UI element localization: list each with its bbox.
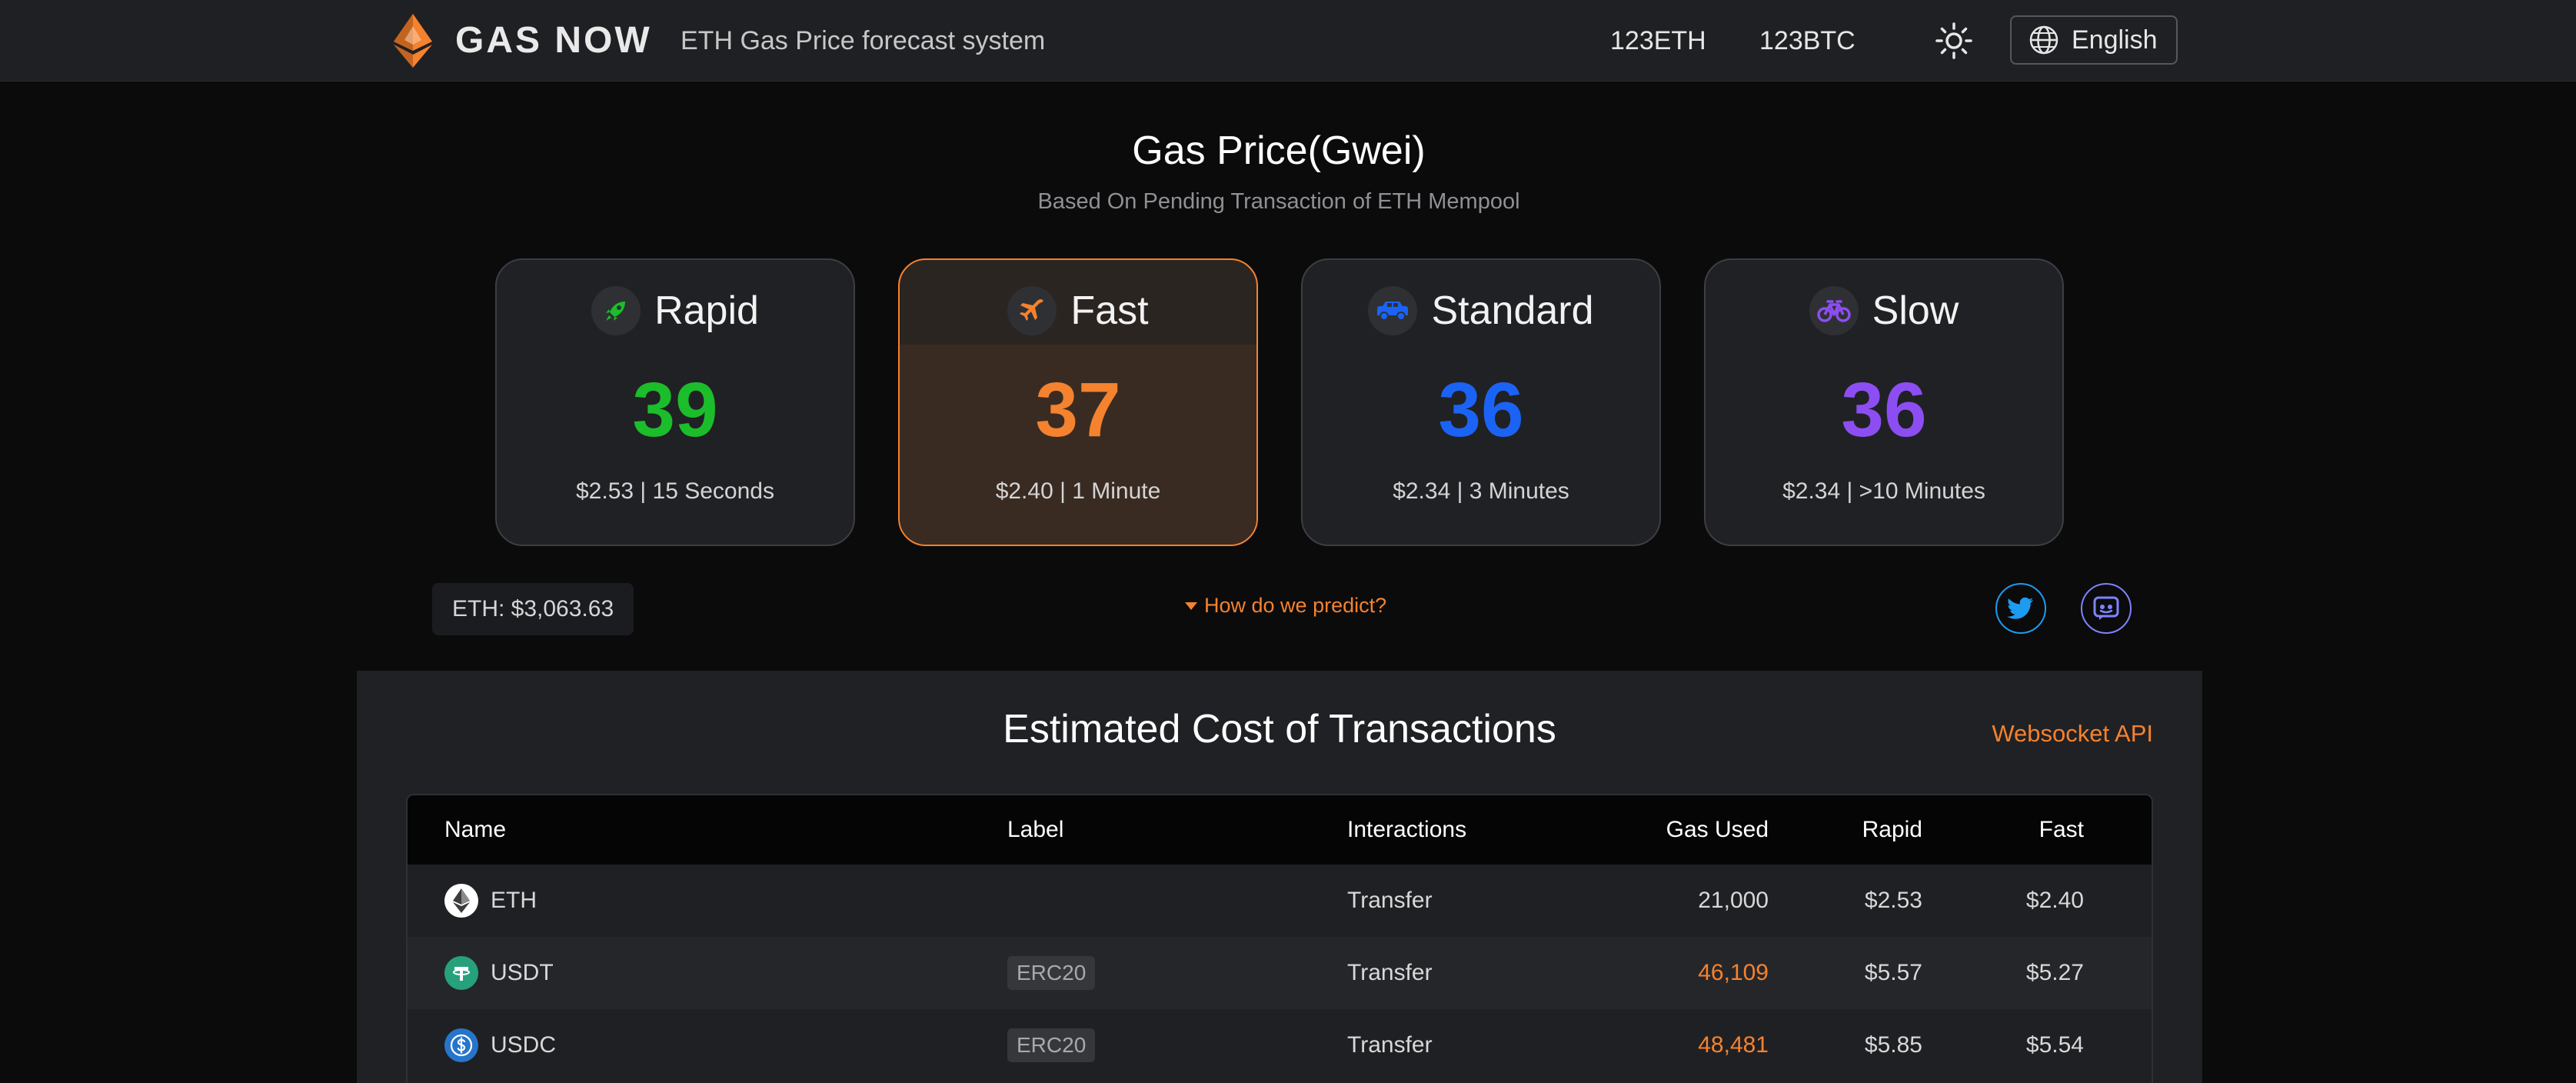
header-label: Label bbox=[1007, 817, 1064, 842]
row-label: ERC20 bbox=[1007, 1009, 1096, 1081]
card-value: 36 bbox=[1841, 367, 1927, 453]
card-value: 37 bbox=[1035, 367, 1121, 453]
how-predict-label: How do we predict? bbox=[1204, 594, 1387, 617]
usdc-coin-icon bbox=[444, 1028, 478, 1062]
discord-button[interactable] bbox=[2081, 583, 2132, 634]
cost-table: Name Label Interactions Gas Used Rapid F… bbox=[406, 794, 2153, 1083]
plane-icon bbox=[1007, 286, 1057, 335]
caret-down-icon bbox=[1185, 601, 1197, 610]
gasnow-logo-icon[interactable] bbox=[391, 12, 435, 69]
table-row[interactable]: USDC ERC20 Transfer 48,481 $5.85 $5.54 bbox=[408, 1009, 2152, 1081]
card-name: Rapid bbox=[654, 288, 759, 333]
card-detail: $2.34 | 3 Minutes bbox=[1393, 478, 1569, 504]
card-value: 39 bbox=[632, 367, 718, 453]
erc20-tag: ERC20 bbox=[1007, 956, 1096, 990]
globe-icon bbox=[2029, 25, 2058, 55]
page-title: Gas Price(Gwei) bbox=[1132, 128, 1426, 173]
panel-title: Estimated Cost of Transactions bbox=[1003, 707, 1556, 751]
bike-icon bbox=[1809, 286, 1859, 335]
header-interactions: Interactions bbox=[1347, 817, 1467, 842]
row-gas-used: 48,481 bbox=[1698, 1032, 1769, 1058]
row-name-text: ETH bbox=[491, 888, 537, 913]
header-fast: Fast bbox=[2039, 817, 2084, 842]
row-rapid: $5.85 bbox=[1864, 1032, 1922, 1058]
erc20-tag: ERC20 bbox=[1007, 1028, 1096, 1062]
card-value: 36 bbox=[1438, 367, 1524, 453]
twitter-button[interactable] bbox=[1995, 583, 2046, 634]
top-bar: GAS NOW ETH Gas Price forecast system 12… bbox=[0, 0, 2576, 82]
row-label: ERC20 bbox=[1007, 937, 1096, 1009]
eth-coin-icon bbox=[444, 884, 478, 918]
table-row[interactable]: USDT ERC20 Transfer 46,109 $5.57 $5.27 bbox=[408, 937, 2152, 1009]
row-fast: $2.40 bbox=[2025, 888, 2084, 913]
transaction-cost-panel: Estimated Cost of Transactions Websocket… bbox=[357, 671, 2202, 1083]
language-label: English bbox=[2072, 25, 2158, 55]
card-name: Standard bbox=[1431, 288, 1594, 333]
row-interactions: Transfer bbox=[1347, 960, 1433, 985]
language-selector[interactable]: English bbox=[2010, 15, 2178, 65]
row-name: USDT bbox=[444, 937, 554, 1009]
row-interactions: Transfer bbox=[1347, 1032, 1433, 1058]
row-name: USDC bbox=[444, 1009, 556, 1081]
row-gas-used: 21,000 bbox=[1698, 888, 1769, 913]
rocket-icon bbox=[591, 286, 641, 335]
card-name: Fast bbox=[1070, 288, 1149, 333]
brand-name[interactable]: GAS NOW bbox=[455, 20, 652, 61]
row-rapid: $2.53 bbox=[1864, 888, 1922, 913]
card-detail: $2.53 | 15 Seconds bbox=[576, 478, 774, 504]
header-rapid: Rapid bbox=[1862, 817, 1922, 842]
header-gas-used: Gas Used bbox=[1666, 817, 1769, 842]
websocket-api-link[interactable]: Websocket API bbox=[1992, 720, 2153, 747]
page-subtitle: Based On Pending Transaction of ETH Memp… bbox=[1037, 189, 1520, 214]
ticker-btc[interactable]: 123BTC bbox=[1759, 26, 1855, 55]
eth-price: ETH: $3,063.63 bbox=[432, 583, 634, 635]
card-highlight bbox=[900, 345, 1256, 545]
usdt-coin-icon bbox=[444, 956, 478, 990]
card-standard[interactable]: Standard 36 $2.34 | 3 Minutes bbox=[1301, 258, 1661, 546]
table-row[interactable]: ETH Transfer 21,000 $2.53 $2.40 bbox=[408, 865, 2152, 937]
sun-icon[interactable] bbox=[1935, 22, 1973, 60]
row-gas-used: 46,109 bbox=[1698, 960, 1769, 985]
card-detail: $2.40 | 1 Minute bbox=[995, 478, 1161, 504]
discord-icon bbox=[2093, 596, 2119, 620]
row-rapid: $5.57 bbox=[1864, 960, 1922, 985]
card-rapid[interactable]: Rapid 39 $2.53 | 15 Seconds bbox=[495, 258, 855, 546]
card-fast[interactable]: Fast 37 $2.40 | 1 Minute bbox=[898, 258, 1258, 546]
car-icon bbox=[1368, 286, 1418, 335]
tagline: ETH Gas Price forecast system bbox=[681, 26, 1046, 55]
ticker-eth[interactable]: 123ETH bbox=[1610, 26, 1706, 55]
how-predict-link[interactable]: How do we predict? bbox=[1184, 594, 1386, 618]
row-name-text: USDT bbox=[491, 960, 554, 985]
row-name-text: USDC bbox=[491, 1032, 557, 1058]
card-name: Slow bbox=[1872, 288, 1959, 333]
table-header: Name Label Interactions Gas Used Rapid F… bbox=[408, 795, 2152, 865]
row-fast: $5.27 bbox=[2025, 960, 2084, 985]
twitter-icon bbox=[2007, 597, 2033, 619]
card-slow[interactable]: Slow 36 $2.34 | >10 Minutes bbox=[1704, 258, 2064, 546]
header-name: Name bbox=[444, 817, 507, 842]
row-name: ETH bbox=[444, 865, 537, 937]
card-detail: $2.34 | >10 Minutes bbox=[1782, 478, 1985, 504]
row-fast: $5.54 bbox=[2025, 1032, 2084, 1058]
row-interactions: Transfer bbox=[1347, 888, 1433, 913]
